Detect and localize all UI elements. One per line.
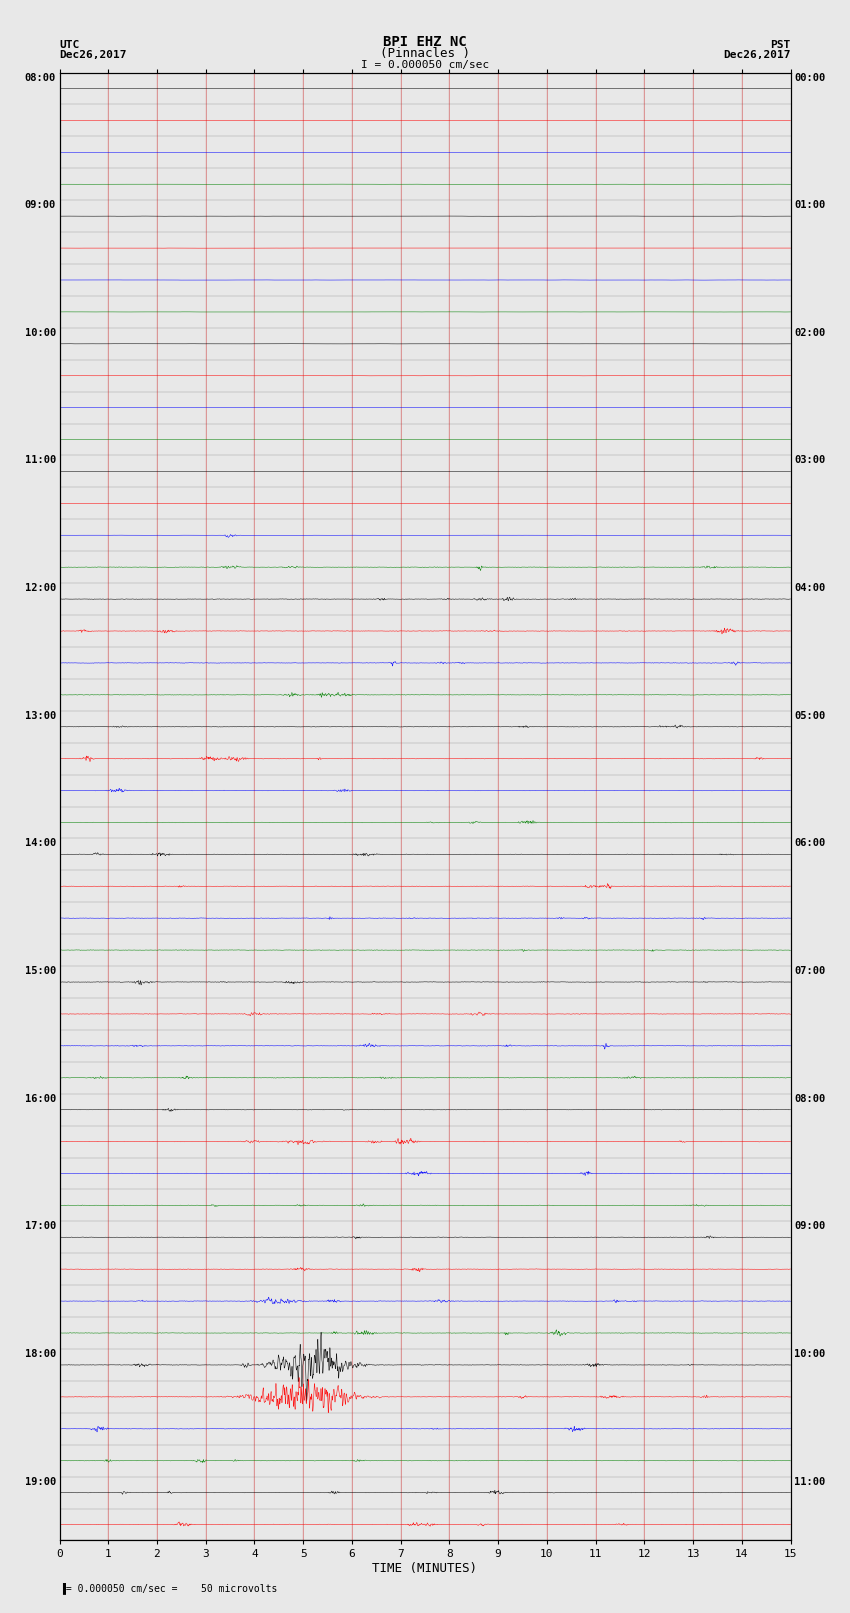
- Text: 09:00: 09:00: [794, 1221, 825, 1231]
- Text: 18:00: 18:00: [25, 1348, 56, 1360]
- Text: 04:00: 04:00: [794, 584, 825, 594]
- Text: 11:00: 11:00: [25, 455, 56, 466]
- Text: ▐= 0.000050 cm/sec =    50 microvolts: ▐= 0.000050 cm/sec = 50 microvolts: [60, 1582, 277, 1594]
- Text: 11:00: 11:00: [794, 1476, 825, 1487]
- Text: 09:00: 09:00: [25, 200, 56, 210]
- Text: 06:00: 06:00: [794, 839, 825, 848]
- Text: 15:00: 15:00: [25, 966, 56, 976]
- Text: BPI EHZ NC: BPI EHZ NC: [383, 35, 467, 50]
- Text: 13:00: 13:00: [25, 711, 56, 721]
- Text: 08:00: 08:00: [25, 73, 56, 82]
- Text: 00:00: 00:00: [794, 73, 825, 82]
- Text: (Pinnacles ): (Pinnacles ): [380, 47, 470, 60]
- Text: 03:00: 03:00: [794, 455, 825, 466]
- Text: 07:00: 07:00: [794, 966, 825, 976]
- Text: 17:00: 17:00: [25, 1221, 56, 1231]
- Text: I = 0.000050 cm/sec: I = 0.000050 cm/sec: [361, 60, 489, 69]
- Text: PST: PST: [770, 40, 790, 50]
- Text: 10:00: 10:00: [25, 327, 56, 337]
- Text: 16:00: 16:00: [25, 1094, 56, 1103]
- Text: 01:00: 01:00: [794, 200, 825, 210]
- Text: 10:00: 10:00: [794, 1348, 825, 1360]
- Text: Dec26,2017: Dec26,2017: [60, 50, 127, 60]
- X-axis label: TIME (MINUTES): TIME (MINUTES): [372, 1563, 478, 1576]
- Text: 02:00: 02:00: [794, 327, 825, 337]
- Text: 08:00: 08:00: [794, 1094, 825, 1103]
- Text: 12:00: 12:00: [25, 584, 56, 594]
- Text: UTC: UTC: [60, 40, 80, 50]
- Text: 14:00: 14:00: [25, 839, 56, 848]
- Text: 19:00: 19:00: [25, 1476, 56, 1487]
- Text: 05:00: 05:00: [794, 711, 825, 721]
- Text: Dec26,2017: Dec26,2017: [723, 50, 791, 60]
